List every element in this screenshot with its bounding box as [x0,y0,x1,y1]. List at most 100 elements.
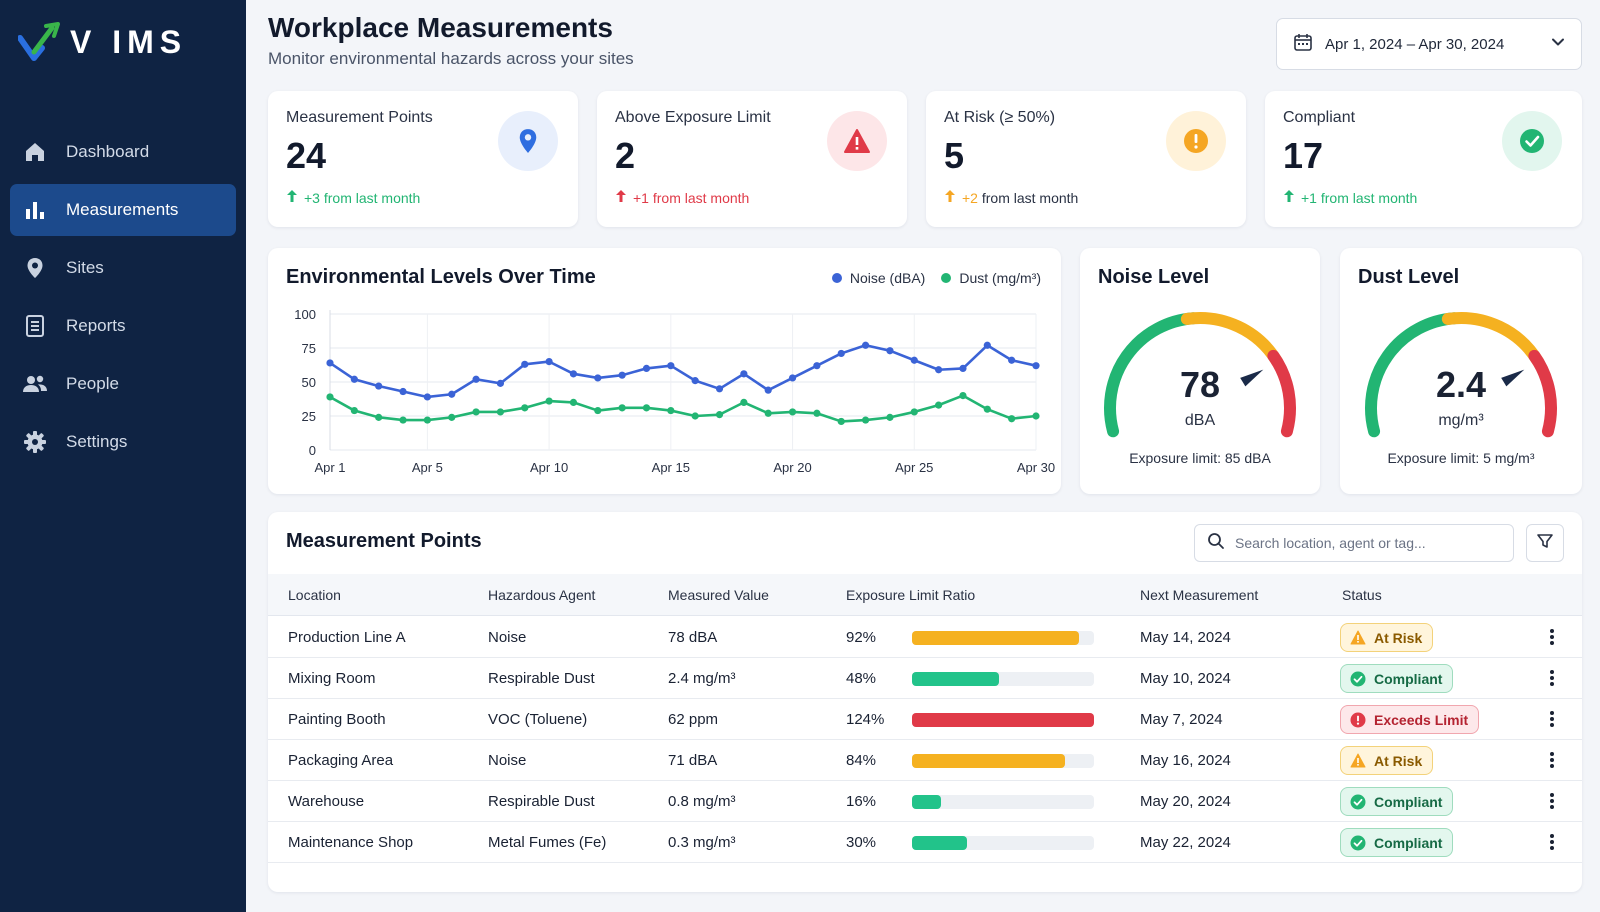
kpi-delta-value: +1 [1301,189,1317,206]
more-vertical-icon [1550,670,1554,686]
x-tick-label: Apr 1 [314,460,345,475]
data-point [691,412,699,420]
status-badge: Compliant [1340,787,1454,816]
legend-item-dust[interactable]: Dust (mg/m³) [941,270,1041,286]
gauge-title: Noise Level [1098,266,1210,288]
data-point [375,413,383,421]
row-menu-button[interactable] [1540,625,1564,649]
cell-agent: Respirable Dust [488,793,595,810]
data-point [545,358,553,366]
sidebar-item-sites[interactable]: Sites [10,242,236,294]
filter-button[interactable] [1526,524,1564,562]
search-box[interactable] [1194,524,1514,562]
arrow-up-icon [944,189,956,206]
page-title: Workplace Measurements [268,12,613,43]
kpi-card-above-exposure-limit[interactable]: Above Exposure Limit 2 +1 from last mont… [597,91,907,227]
ratio-bar-track [912,631,1094,645]
kpi-label: Above Exposure Limit [615,109,771,126]
gauge-unit: dBA [1184,412,1216,429]
data-point [423,393,431,401]
ratio-bar-track [912,795,1094,809]
table-row[interactable]: Maintenance Shop Metal Fumes (Fe) 0.3 mg/m… [268,822,1582,863]
gauge-value: 78 [1179,364,1221,405]
kpi-delta-value: +1 [633,189,649,206]
data-point [813,409,821,417]
date-range-text: Apr 1, 2024 – Apr 30, 2024 [1325,35,1505,53]
gauge-arc-warning [1441,312,1544,368]
legend-label: Dust (mg/m³) [959,270,1041,286]
column-header-location[interactable]: Location [288,587,341,603]
data-point [910,356,918,364]
date-range-picker[interactable]: Apr 1, 2024 – Apr 30, 2024 [1276,18,1582,70]
kpi-value: 5 [944,135,965,176]
search-input[interactable] [1235,535,1495,551]
sidebar-item-measurements[interactable]: Measurements [10,184,236,236]
data-point [594,374,602,382]
row-menu-button[interactable] [1540,666,1564,690]
ratio-bar-fill [912,672,1000,686]
kpi-card-compliant[interactable]: Compliant 17 +1 from last month [1265,91,1582,227]
data-point [350,406,358,415]
ratio-bar-fill [912,713,1094,727]
data-point [618,371,626,379]
app-logo[interactable]: V IMS [18,22,187,62]
sidebar-item-dashboard[interactable]: Dashboard [10,126,236,178]
data-point [594,406,602,415]
table-row[interactable]: Production Line A Noise 78 dBA 92% May 14, 2… [268,617,1582,658]
row-menu-button[interactable] [1540,789,1564,813]
cell-next-measurement: May 20, 2024 [1140,793,1231,810]
status-badge: Compliant [1340,828,1454,857]
table-row[interactable]: Packaging Area Noise 71 dBA 84% May 16, 2024… [268,740,1582,781]
data-point [764,409,772,417]
status-label: Compliant [1374,670,1443,687]
sidebar-item-people[interactable]: People [10,358,236,410]
gauge-arc-danger [1528,349,1557,438]
alert-circle-icon [1166,111,1226,171]
gear-icon [22,429,48,455]
sidebar-item-label: Dashboard [66,142,150,161]
logo-mark-icon [18,22,60,61]
row-menu-button[interactable] [1540,707,1564,731]
column-header-ratio[interactable]: Exposure Limit Ratio [846,587,976,603]
legend-dot [831,273,842,283]
map-pin-icon [498,111,558,171]
data-point [1032,412,1040,420]
logo-text: V IMS [70,23,188,60]
data-point [740,398,748,406]
sidebar-item-settings[interactable]: Settings [10,416,236,468]
data-point [886,347,894,355]
gauge-limit-wrap: Exposure limit: 85 dBA [1080,450,1320,468]
data-point [740,370,748,378]
series-line-1 [329,394,1037,423]
column-header-next-measurement[interactable]: Next Measurement [1140,587,1259,603]
data-point [375,382,383,390]
calendar-icon [1293,32,1313,56]
row-menu-button[interactable] [1540,830,1564,854]
gauge-unit-wrap: dBA [1080,412,1320,430]
sidebar-item-reports[interactable]: Reports [10,300,236,352]
cell-next-measurement: May 22, 2024 [1140,834,1231,851]
page-subtitle: Monitor environmental hazards across you… [268,49,634,68]
cell-next-measurement: May 14, 2024 [1140,629,1231,646]
legend-dot [941,273,952,283]
kpi-card-measurement-points[interactable]: Measurement Points 24 +3 from last month [268,91,578,227]
chart-legend: Noise (dBA) Dust (mg/m³) [816,270,1041,286]
data-point [642,404,651,412]
dust-gauge [1365,312,1557,438]
table-row[interactable]: Mixing Room Respirable Dust 2.4 mg/m³ 48% Ma… [268,658,1582,699]
data-point [1032,362,1040,370]
gauge-unit-wrap: mg/m³ [1340,412,1582,430]
table-row[interactable]: Warehouse Respirable Dust 0.8 mg/m³ 16% May … [268,781,1582,822]
column-header-agent[interactable]: Hazardous Agent [488,587,596,603]
check-circle-icon [1350,671,1366,687]
cell-ratio-text: 48% [846,670,877,687]
column-header-status[interactable]: Status [1342,587,1382,603]
row-menu-button[interactable] [1540,748,1564,772]
kpi-card-at-risk[interactable]: At Risk (≥ 50%) 5 +2 from last month [926,91,1246,227]
check-circle-icon [1502,111,1562,171]
legend-item-noise[interactable]: Noise (dBA) [831,270,925,286]
table-row[interactable]: Painting Booth VOC (Toluene) 62 ppm 124% May… [268,699,1582,740]
column-header-value[interactable]: Measured Value [668,587,769,603]
environmental-levels-chart-card: Environmental Levels Over Time Noise (dB… [268,248,1061,494]
y-tick-label: 25 [302,409,316,424]
